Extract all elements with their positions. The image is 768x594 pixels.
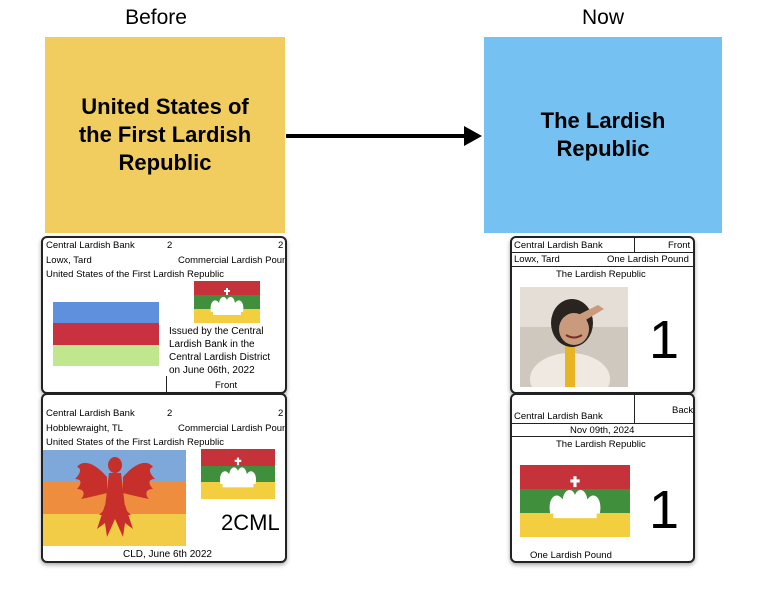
crown-icon [549,476,601,519]
now-front-signer: Lowx, Tard [514,254,560,265]
eagle-icon [75,457,155,537]
now-front-bank-name: Central Lardish Bank [514,240,603,251]
crown-icon [210,288,244,315]
front-divider [166,376,167,392]
old-tricolor-flag [53,302,159,366]
now-note-front: Central Lardish Bank Front Lowx, Tard On… [510,236,695,394]
front-side-label: Front [215,380,238,391]
now-front-country: The Lardish Republic [556,269,646,280]
now-country-label: The Lardish Republic [540,108,666,161]
back-country: United States of the First Lardish Repub… [46,437,224,448]
issued-line-2: Lardish Bank in the [169,339,255,350]
back-serial-right: 2 [278,408,284,419]
now-front-side-label: Front [668,240,691,251]
before-heading: Before [125,6,187,29]
now-front-denomination-digit: 1 [649,310,680,370]
now-back-footer: One Lardish Pound [530,550,612,561]
now-heading: Now [581,6,624,29]
back-footer: CLD, June 6th 2022 [123,549,212,560]
now-back-country: The Lardish Republic [556,439,646,450]
back-denomination: Commercial Lardish Pounds [178,423,287,434]
issued-line-4: on June 06th, 2022 [169,365,255,376]
now-back-rule-1 [512,423,693,424]
now-back-bank-name: Central Lardish Bank [514,411,603,422]
front-serial-right: 2 [278,240,284,251]
now-note-back: Central Lardish Bank Back Nov 09th, 2024… [510,393,695,563]
issued-line-1: Issued by the Central [169,326,264,337]
portrait-photo [520,287,628,387]
now-front-divider [634,238,635,252]
now-front-rule-1 [512,252,693,253]
now-back-date: Nov 09th, 2024 [570,425,635,436]
crown-icon [219,457,257,488]
now-back-rule-2 [512,436,693,437]
front-country: United States of the First Lardish Repub… [46,269,224,280]
back-bank-name: Central Lardish Bank [46,408,135,419]
before-country-label: United States of the First Lardish Repub… [78,94,252,175]
front-bank-name: Central Lardish Bank [46,240,135,251]
now-back-side-label: Back [672,405,694,416]
before-note-back: Central Lardish Bank 2 2 Hobblewraight, … [41,393,287,563]
now-back-denomination-digit: 1 [649,480,680,540]
now-front-denomination: One Lardish Pound [607,254,689,265]
issued-line-3: Central Lardish District [169,352,271,363]
front-denomination: Commercial Lardish Pounds [178,255,287,266]
now-country-box: The Lardish Republic [484,37,722,233]
now-back-divider [634,395,635,423]
back-signer: Hobblewraight, TL [46,423,123,434]
before-note-front: Central Lardish Bank 2 2 Lowx, Tard Comm… [41,236,287,394]
front-signer: Lowx, Tard [46,255,92,266]
front-serial-left: 2 [167,240,173,251]
transition-arrow [286,126,482,146]
back-serial-left: 2 [167,408,173,419]
denomination-code: 2CML [221,510,280,535]
before-country-box: United States of the First Lardish Repub… [45,37,285,233]
now-front-rule-2 [512,266,693,267]
